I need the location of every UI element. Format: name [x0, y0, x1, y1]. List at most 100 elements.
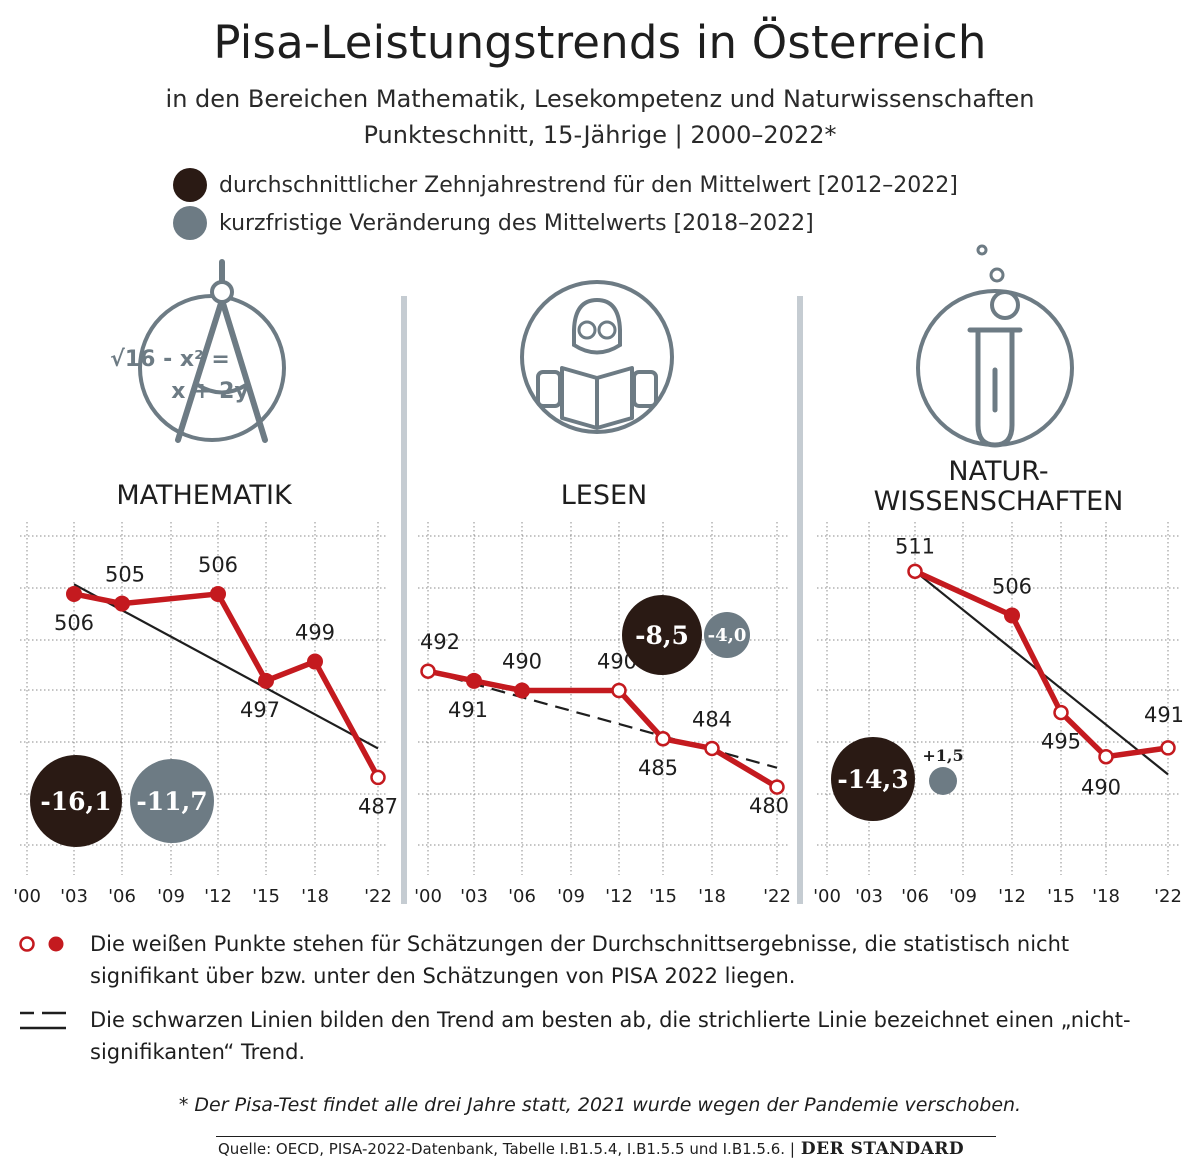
legend-short-label: kurzfristige Veränderung des Mittelwerts… [219, 210, 814, 236]
panel-2-data-label: 480 [749, 794, 789, 818]
panel-3-x-tick: '06 [901, 886, 929, 907]
panel-3-x-tick: '15 [1047, 886, 1075, 907]
bubble-3 [990, 290, 1020, 320]
source-text: Quelle: OECD, PISA-2022-Datenbank, Tabel… [218, 1140, 795, 1158]
panel-2-point [420, 663, 436, 679]
panel-2-data-label: 491 [448, 698, 488, 722]
compass-hinge [210, 280, 234, 304]
panel-3-point [1160, 740, 1176, 756]
reader-glasses-left [577, 320, 597, 340]
panel-1-x-tick: '09 [157, 886, 185, 907]
panel-1-x-tick: '03 [60, 886, 88, 907]
reader-head [572, 297, 622, 355]
panel-2-x-tick: '09 [557, 886, 585, 907]
panel-3-trend10-label: -14,3 [837, 765, 908, 794]
panel-1-data-label: 499 [295, 621, 335, 645]
panel-1-data-label: 497 [240, 698, 280, 722]
page-subtitle-units: Punkteschnitt, 15-Jährige | 2000–2022* [363, 121, 837, 149]
note-points: Die weißen Punkte stehen für Schätzungen… [90, 932, 1070, 988]
panel-2-point [704, 740, 720, 757]
panel-3-title: NATUR- [948, 456, 1048, 487]
panel-3-point [907, 563, 923, 580]
panel-1-point [114, 595, 130, 612]
panel-1-x-tick: '00 [13, 886, 41, 907]
panel-3-trend10-bubble [831, 737, 915, 821]
panel-2-x-tick: '22 [763, 886, 791, 907]
note-lines: Die schwarzen Linien bilden den Trend am… [90, 1008, 1131, 1064]
panel-2-trend10-bubble [622, 595, 702, 675]
bubble-2 [989, 267, 1005, 283]
panel-1-x-tick: '15 [252, 886, 280, 907]
formula-glyph-2: x + 2y [171, 379, 249, 404]
panel-3-title: WISSENSCHAFTEN [874, 486, 1124, 517]
panel-1-data-label: 506 [54, 611, 94, 635]
panel-2-point [769, 779, 785, 795]
panel-2-data-label: 485 [638, 756, 678, 780]
panel-3-data-label: 511 [895, 534, 935, 558]
legend-trend10-label: durchschnittlicher Zehnjahrestrend für d… [219, 172, 958, 198]
panel-2-x-tick: '00 [414, 886, 442, 907]
reader-book-icon [520, 280, 674, 434]
panel-3-short-bubble [929, 767, 957, 795]
panel-1-x-tick: '06 [108, 886, 136, 907]
test-tube-icon [916, 244, 1074, 448]
source: Quelle: OECD, PISA-2022-Datenbank, Tabel… [218, 1139, 964, 1159]
panel-3-data-label: 491 [1144, 703, 1184, 727]
panel-1-point [66, 585, 82, 602]
formula-glyph-1: √16 - x² = [110, 347, 230, 372]
panel-1-series-line [73, 591, 381, 779]
panel-divider-2 [797, 296, 803, 904]
panel-1-point [210, 585, 226, 602]
grey-bubble-legend-icon [173, 206, 207, 240]
panel-2-x-tick: '18 [698, 886, 726, 907]
brand-logo: DER STANDARD [800, 1139, 965, 1159]
panel-1-data-label: 506 [198, 553, 238, 577]
panel-2-short-label: -4,0 [708, 625, 747, 646]
panel-3-x-tick: '03 [855, 886, 883, 907]
panel-3-data-label: 506 [992, 574, 1032, 598]
panel-1-point [370, 769, 386, 786]
reader-hand-left [536, 370, 562, 408]
panel-2-x-tick: '12 [605, 886, 633, 907]
panel-1-data-label: 505 [105, 563, 145, 587]
source-divider [216, 1136, 996, 1137]
bubble-1 [976, 244, 988, 256]
panel-3-point [1053, 704, 1069, 721]
panel-1-x-tick: '22 [364, 886, 392, 907]
reader-book [560, 366, 634, 430]
panel-3-x-tick: '09 [949, 886, 977, 907]
panel-3-point [1004, 607, 1020, 624]
point-key-icon [19, 936, 64, 952]
panel-1-title: MATHEMATIK [116, 480, 293, 511]
page-title: Pisa-Leistungstrends in Österreich [213, 16, 987, 69]
legend-short: kurzfristige Veränderung des Mittelwerts… [173, 206, 814, 240]
panel-2-title: LESEN [561, 480, 648, 511]
panel-1-point [258, 672, 274, 689]
panel-2-short-bubble [704, 612, 750, 658]
panel-2-x-tick: '03 [460, 886, 488, 907]
panel-1-trend10-label: -16,1 [40, 787, 111, 816]
panel-2-data-label: 490 [502, 650, 542, 674]
panel-divider-1 [401, 296, 407, 904]
panel-2-data-label: 484 [692, 707, 732, 731]
panel-3-data-label: 490 [1081, 776, 1121, 800]
panel-1-trend10-bubble [30, 755, 122, 847]
panel-1-point [307, 653, 323, 670]
panel-1-short-bubble [130, 759, 214, 843]
panel-1-x-tick: '18 [301, 886, 329, 907]
panel-1-x-tick: '12 [204, 886, 232, 907]
panel-2-data-label: 492 [420, 630, 460, 654]
panel-2-point [655, 731, 671, 747]
panel-3-point [1098, 748, 1114, 765]
panel-2-point [466, 672, 482, 689]
dark-bubble-legend-icon [173, 168, 207, 202]
panel-2-x-tick: '15 [649, 886, 677, 907]
page-subtitle: in den Bereichen Mathematik, Lesekompete… [165, 85, 1035, 113]
line-key-icon [20, 1011, 66, 1030]
panel-3-x-tick: '22 [1154, 886, 1182, 907]
panel-2-point [611, 682, 627, 699]
panel-1-short-label: -11,7 [136, 787, 207, 816]
panel-1-trend-line [73, 583, 379, 750]
panel-3-x-tick: '18 [1092, 886, 1120, 907]
